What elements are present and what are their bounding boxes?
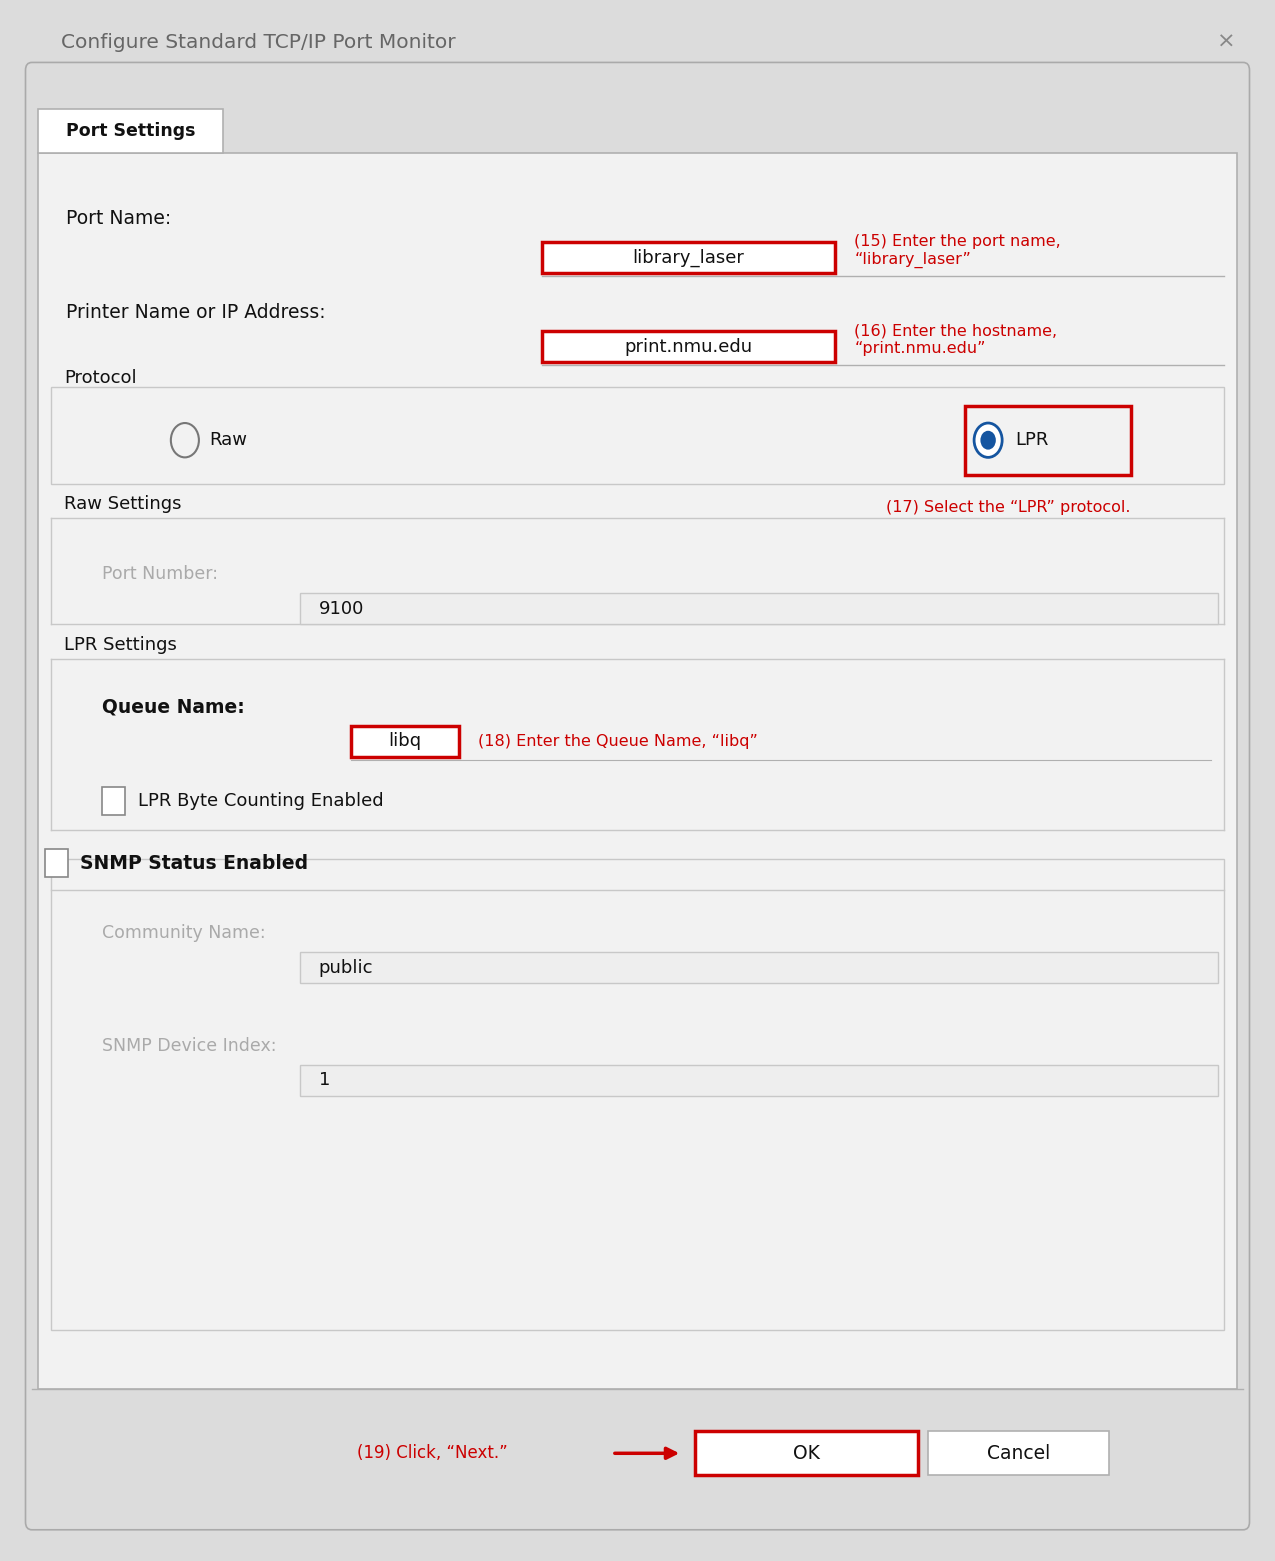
Text: Protocol: Protocol <box>64 368 136 387</box>
Text: public: public <box>319 958 374 977</box>
Text: (15) Enter the port name,
“library_laser”: (15) Enter the port name, “library_laser… <box>854 234 1061 268</box>
Text: (19) Click, “Next.”: (19) Click, “Next.” <box>357 1444 507 1463</box>
Text: Queue Name:: Queue Name: <box>102 698 245 716</box>
Text: LPR: LPR <box>1015 431 1048 450</box>
FancyBboxPatch shape <box>51 859 1224 1330</box>
Text: Raw: Raw <box>209 431 247 450</box>
FancyBboxPatch shape <box>351 726 459 757</box>
Text: Port Settings: Port Settings <box>66 122 195 140</box>
FancyBboxPatch shape <box>300 593 1218 624</box>
Text: LPR Byte Counting Enabled: LPR Byte Counting Enabled <box>138 791 384 810</box>
Text: OK: OK <box>793 1444 820 1463</box>
FancyBboxPatch shape <box>102 787 125 815</box>
Circle shape <box>974 423 1002 457</box>
Text: library_laser: library_laser <box>632 248 745 267</box>
Text: (17) Select the “LPR” protocol.: (17) Select the “LPR” protocol. <box>886 500 1131 515</box>
Text: LPR Settings: LPR Settings <box>64 635 177 654</box>
FancyBboxPatch shape <box>300 952 1218 983</box>
Text: Configure Standard TCP/IP Port Monitor: Configure Standard TCP/IP Port Monitor <box>61 33 456 52</box>
FancyBboxPatch shape <box>38 153 1237 1389</box>
FancyBboxPatch shape <box>38 109 223 153</box>
Text: Port Number:: Port Number: <box>102 565 218 584</box>
Text: (18) Enter the Queue Name, “libq”: (18) Enter the Queue Name, “libq” <box>478 734 759 749</box>
FancyBboxPatch shape <box>45 849 68 877</box>
Text: SNMP Device Index:: SNMP Device Index: <box>102 1037 277 1055</box>
FancyBboxPatch shape <box>300 1065 1218 1096</box>
Text: print.nmu.edu: print.nmu.edu <box>625 337 752 356</box>
Text: Printer Name or IP Address:: Printer Name or IP Address: <box>66 303 326 322</box>
Text: (16) Enter the hostname,
“print.nmu.edu”: (16) Enter the hostname, “print.nmu.edu” <box>854 323 1057 356</box>
Text: libq: libq <box>389 732 421 751</box>
FancyBboxPatch shape <box>695 1431 918 1475</box>
Text: Port Name:: Port Name: <box>66 209 172 228</box>
Text: Community Name:: Community Name: <box>102 924 265 943</box>
Text: SNMP Status Enabled: SNMP Status Enabled <box>80 854 309 873</box>
FancyBboxPatch shape <box>542 331 835 362</box>
Text: ×: × <box>1218 33 1235 52</box>
Text: 9100: 9100 <box>319 599 365 618</box>
Circle shape <box>980 431 996 450</box>
Text: Cancel: Cancel <box>987 1444 1051 1463</box>
Text: Raw Settings: Raw Settings <box>64 495 181 514</box>
FancyBboxPatch shape <box>51 387 1224 484</box>
Text: 1: 1 <box>319 1071 330 1090</box>
FancyBboxPatch shape <box>928 1431 1109 1475</box>
FancyBboxPatch shape <box>542 242 835 273</box>
FancyBboxPatch shape <box>26 62 1250 1530</box>
FancyBboxPatch shape <box>965 406 1131 475</box>
